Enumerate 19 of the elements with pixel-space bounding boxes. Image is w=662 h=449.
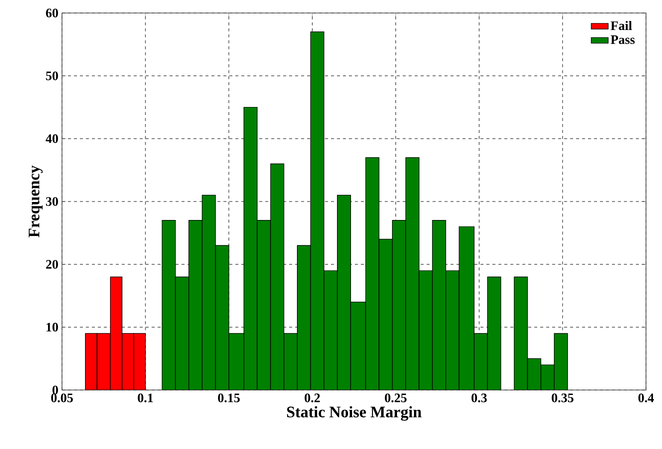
legend-label: Fail (610, 20, 632, 30)
y-tick-label: 30 (46, 197, 58, 206)
x-axis-title: Static Noise Margin (287, 406, 422, 421)
y-tick-label: 20 (46, 260, 58, 269)
y-axis-title: Frequency (28, 165, 43, 238)
y-tick-label: 0 (52, 386, 58, 394)
x-tick-label: 0.05 (51, 394, 73, 402)
x-tick-label: 0.1 (138, 394, 153, 402)
y-tick-label: 40 (46, 134, 58, 144)
y-tick-label: 60 (46, 8, 58, 18)
x-tick-label: 0.3 (472, 394, 487, 402)
x-tick-label: 0.35 (552, 394, 574, 402)
legend-label: Pass (610, 35, 635, 44)
x-tick-label: 0.4 (638, 394, 654, 402)
y-tick-label: 10 (46, 322, 58, 332)
x-tick-label: 0.2 (304, 394, 320, 402)
x-tick-label: 0.15 (218, 394, 240, 402)
y-tick-label: 50 (46, 71, 58, 80)
x-tick-label: 0.25 (384, 394, 407, 402)
